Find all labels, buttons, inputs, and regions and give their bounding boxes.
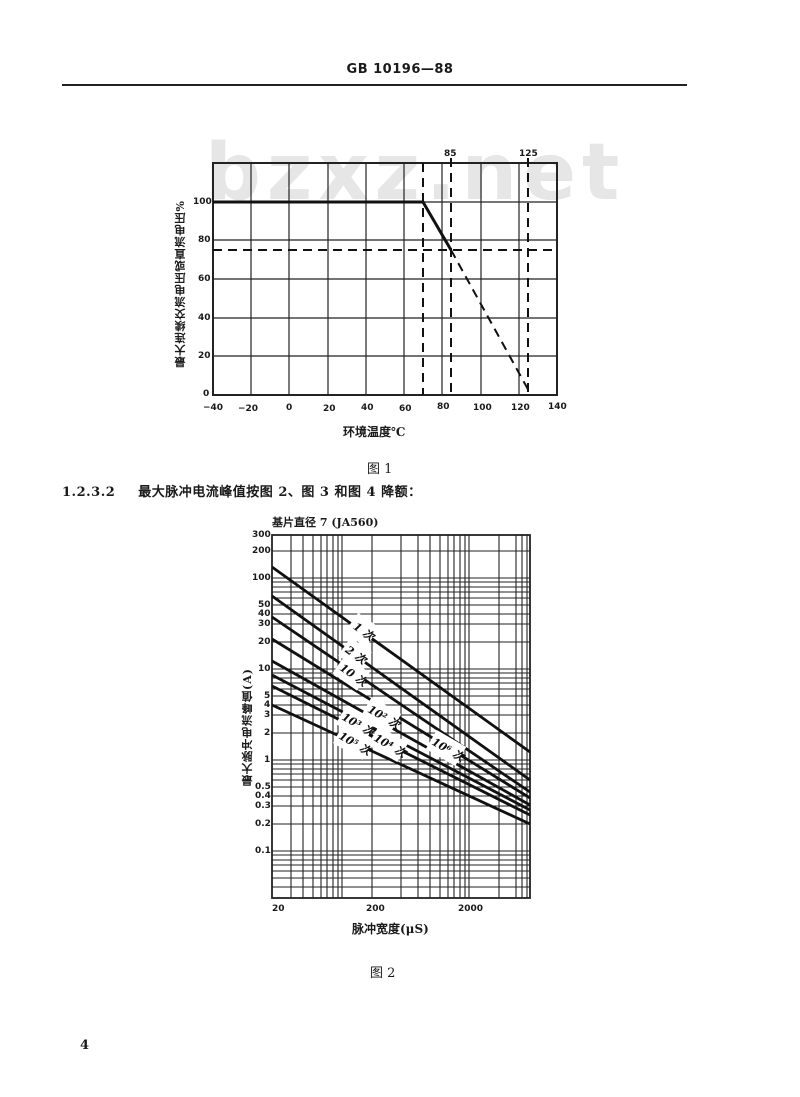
fig1-ytick-100: 100: [193, 197, 212, 207]
fig2-ytick: 10: [258, 664, 271, 674]
fig1-xtick: −40: [203, 403, 224, 413]
figure-1-dashed-lines: [213, 158, 557, 395]
figure-2-curves: [271, 565, 531, 826]
fig1-xtick: 120: [511, 403, 530, 413]
curve-1e2: [271, 637, 531, 800]
section-number: 1.2.3.2: [62, 485, 116, 500]
fig2-title: 基片直径 7 (JA560): [272, 516, 379, 529]
fig2-ytick: 0.4: [255, 791, 271, 801]
fig2-ytick: 5: [264, 691, 271, 701]
fig1-xtick: 40: [361, 403, 374, 413]
fig2-ytick: 50: [258, 600, 271, 610]
fig2-ytick: 0.2: [255, 819, 271, 829]
fig1-xtick: 0: [286, 403, 293, 413]
fig2-ytick: 3: [264, 710, 271, 720]
curve-2: [271, 594, 531, 782]
fig1-ytick-40: 40: [198, 313, 211, 323]
figure-1-derating-curve: [213, 200, 453, 251]
fig2-xlabel: 脉冲宽度(μS): [352, 922, 429, 936]
marker-125: 125: [519, 149, 538, 159]
curve-1e3: [271, 659, 531, 807]
fig2-ytick: 0.5: [255, 782, 271, 792]
section-text: 最大脉冲电流峰值按图 2、图 3 和图 4 降额：: [138, 485, 422, 500]
fig1-xtick: 60: [399, 404, 412, 414]
figure-1-caption: 图 1: [367, 462, 393, 477]
curve-1e6: [271, 703, 531, 826]
fig2-ytick: 4: [264, 700, 271, 710]
fig2-xtick-2000: 2000: [458, 904, 484, 914]
fig1-xtick: −20: [238, 404, 259, 414]
fig1-xtick: 20: [323, 404, 336, 414]
fig2-ytick: 0.3: [255, 801, 271, 811]
fig2-xtick-200: 200: [366, 904, 385, 914]
fig2-ytick: 300: [252, 530, 271, 540]
figure-2-caption: 图 2: [370, 966, 396, 981]
fig1-ytick-80: 80: [198, 235, 211, 245]
fig1-ytick-20: 20: [198, 351, 211, 361]
document-code: GB 10196—88: [346, 62, 454, 77]
fig2-ytick: 20: [258, 637, 271, 647]
fig2-ytick: 0.1: [255, 846, 271, 856]
fig2-xtick-20: 20: [272, 904, 285, 914]
fig2-ytick: 2: [264, 728, 271, 738]
fig1-xtick: 80: [437, 402, 450, 412]
fig2-ytick: 200: [252, 546, 271, 556]
marker-85: 85: [444, 149, 457, 159]
fig2-ytick: 40: [258, 609, 271, 619]
fig1-xtick: 140: [548, 402, 567, 412]
fig1-xtick: 100: [473, 403, 492, 413]
figure-1-grid: [212, 162, 558, 396]
fig2-ytick: 1: [264, 755, 271, 765]
fig1-ytick-0: 0: [203, 389, 210, 399]
header-rule: [62, 84, 687, 86]
page-number: 4: [80, 1038, 90, 1053]
fig2-ytick: 100: [252, 573, 271, 583]
fig1-xlabel: 环境温度℃: [343, 425, 406, 439]
fig2-ytick: 30: [258, 619, 271, 629]
curve-10: [271, 615, 531, 794]
figure-2-grid: [271, 534, 531, 899]
fig1-ytick-60: 60: [198, 274, 211, 284]
curve-1: [271, 565, 531, 754]
section-paragraph: 1.2.3.2 最大脉冲电流峰值按图 2、图 3 和图 4 降额：: [62, 481, 422, 500]
